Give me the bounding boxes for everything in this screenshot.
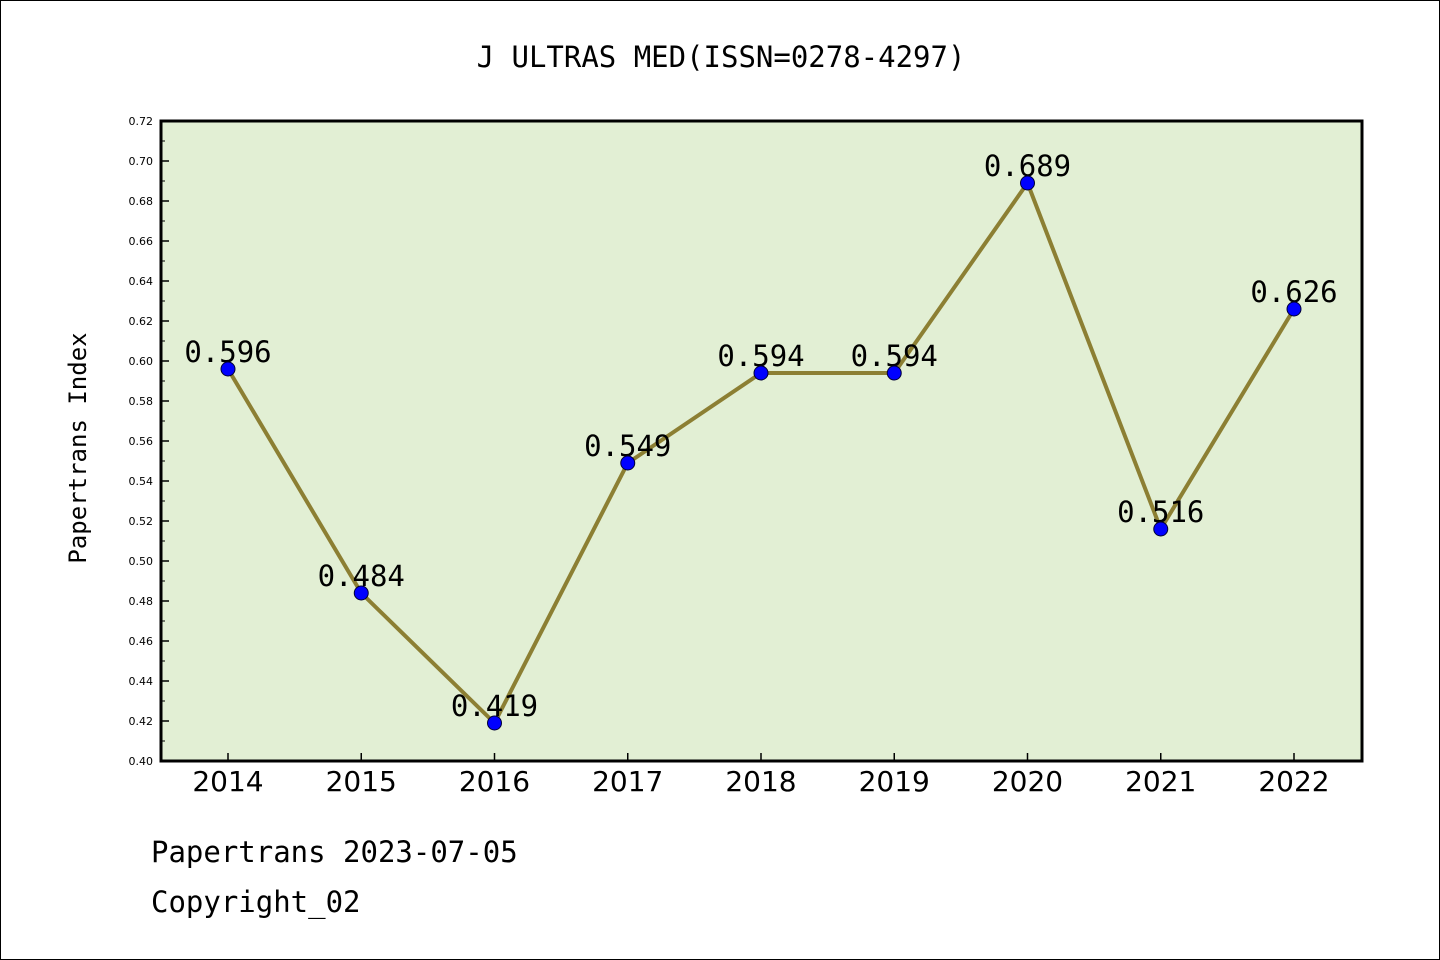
x-tick-label: 2021 [1125,765,1196,798]
data-point [353,585,369,601]
data-point [487,715,502,731]
y-tick-label: 0.40 [129,755,154,768]
x-tick-label: 2020 [992,765,1063,798]
y-tick-label: 0.70 [129,155,154,168]
y-tick-label: 0.46 [129,635,154,648]
y-axis-label: Papertrans Index [64,332,92,563]
data-point [220,361,236,377]
y-tick-label: 0.72 [129,115,154,128]
data-point [620,455,636,471]
data-point [753,365,769,381]
plot-area [159,119,1364,763]
x-tick-label: 2019 [859,765,930,798]
x-tick-label: 2014 [192,765,263,798]
y-tick-label: 0.50 [129,555,154,568]
y-tick-label: 0.68 [129,195,154,208]
data-point [1286,301,1302,317]
y-tick-label: 0.48 [129,595,154,608]
x-axis-ticks: 2014 2015 2016 2017 2018 2019 2020 2021 2022 [192,753,1330,798]
y-tick-label: 0.62 [129,315,154,328]
footer-copyright: Copyright_02 [151,885,361,919]
x-tick-label: 2018 [725,765,796,798]
x-tick-label: 2015 [326,765,397,798]
footer-source: Papertrans 2023-07-05 [151,835,518,869]
data-point [1153,521,1169,537]
y-tick-label: 0.64 [129,275,154,288]
y-axis-ticks: 0.40 0.42 0.44 0.46 0.48 0.50 0.52 0.54 0.56 0.58… [129,115,169,768]
data-point [1020,175,1035,191]
x-tick-label: 2017 [592,765,663,798]
data-points-group [220,175,1302,731]
y-tick-label: 0.56 [129,435,154,448]
data-point [886,365,902,381]
x-tick-label: 2016 [459,765,530,798]
y-tick-label: 0.42 [129,715,154,728]
y-tick-label: 0.44 [129,675,154,688]
y-tick-label: 0.54 [129,475,154,488]
y-tick-label: 0.52 [129,515,154,528]
chart-title: J ULTRAS MED(ISSN=0278-4297) [477,40,966,74]
y-tick-label: 0.60 [129,355,154,368]
y-tick-label: 0.66 [129,235,154,248]
x-tick-label: 2022 [1258,765,1329,798]
y-tick-label: 0.58 [129,395,154,408]
